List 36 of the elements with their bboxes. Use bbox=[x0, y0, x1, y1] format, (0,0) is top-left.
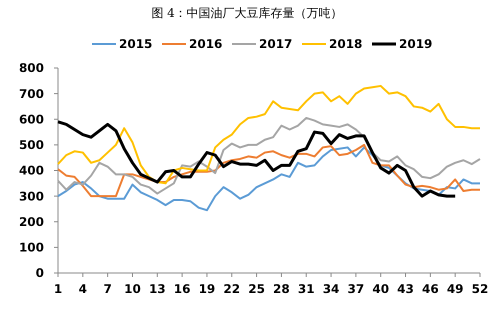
line-series bbox=[57, 146, 481, 212]
legend-label: 2015 bbox=[119, 37, 152, 52]
line-series bbox=[57, 144, 481, 198]
x-tick-label: 10 bbox=[124, 282, 141, 296]
x-tick-label: 7 bbox=[103, 282, 112, 296]
y-tick-label: 700 bbox=[18, 86, 44, 101]
line-series bbox=[57, 84, 481, 184]
y-tick-label: 500 bbox=[18, 138, 44, 152]
x-tick-label: 52 bbox=[472, 282, 488, 296]
x-tick-label: 4 bbox=[78, 282, 88, 296]
x-tick-label: 34 bbox=[322, 282, 340, 296]
x-tick-label: 1 bbox=[54, 282, 62, 296]
legend-label: 2019 bbox=[399, 37, 432, 52]
legend-label: 2016 bbox=[189, 37, 222, 52]
x-tick-label: 22 bbox=[223, 282, 240, 296]
y-tick-label: 800 bbox=[18, 61, 44, 76]
y-tick-label: 600 bbox=[18, 112, 44, 126]
x-tick-label: 16 bbox=[174, 282, 190, 296]
x-tick-label: 40 bbox=[372, 282, 390, 296]
x-tick-label: 19 bbox=[198, 282, 216, 296]
x-tick-label: 37 bbox=[348, 282, 364, 296]
x-tick-label: 25 bbox=[248, 282, 265, 296]
y-tick-label: 300 bbox=[18, 189, 44, 204]
x-tick-label: 43 bbox=[397, 282, 414, 296]
x-tick-label: 49 bbox=[446, 282, 464, 296]
chart-title: 图 4：中国油厂大豆库存量（万吨） bbox=[151, 6, 343, 20]
y-tick-label: 400 bbox=[18, 164, 44, 178]
y-tick-label: 200 bbox=[18, 214, 44, 229]
legend-label: 2017 bbox=[259, 37, 292, 52]
x-tick-label: 13 bbox=[148, 282, 166, 296]
y-tick-label: 100 bbox=[18, 240, 44, 255]
y-tick-label: 0 bbox=[36, 266, 44, 280]
x-tick-label: 46 bbox=[422, 282, 439, 296]
legend-label: 2018 bbox=[329, 37, 362, 52]
x-tick-label: 28 bbox=[273, 282, 290, 296]
x-tick-label: 31 bbox=[298, 282, 315, 296]
